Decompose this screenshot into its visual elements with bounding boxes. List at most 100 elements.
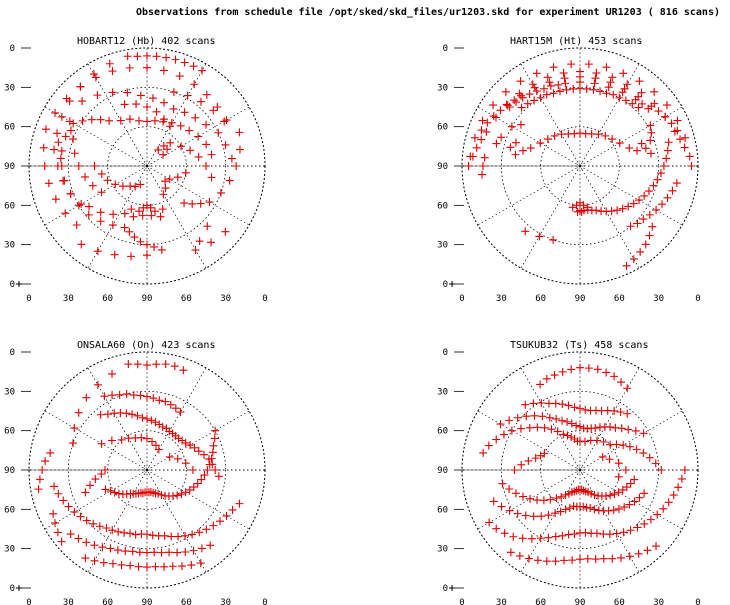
observation-marker — [507, 122, 516, 131]
observation-marker — [563, 417, 572, 426]
observation-marker — [70, 424, 79, 433]
observation-marker — [93, 247, 102, 256]
observation-marker — [562, 85, 571, 94]
observation-marker — [194, 132, 203, 141]
observation-marker — [114, 489, 123, 498]
observation-marker — [669, 491, 678, 500]
observation-marker — [191, 246, 200, 255]
observation-marker — [576, 555, 584, 564]
observation-marker — [478, 162, 487, 170]
observation-marker — [539, 496, 548, 505]
observation-marker — [227, 154, 236, 163]
observation-marker — [626, 526, 635, 535]
sky-plot-onsala60: 0 30 60 90 60 30 0 0 30 60 90 60 30 0 ONSALA60 (On) 42… — [4, 340, 268, 605]
azimuth-spoke — [477, 165, 581, 226]
observation-marker — [593, 365, 602, 374]
y-tick-label: 90 — [4, 162, 15, 172]
observation-marker — [181, 168, 190, 177]
observation-marker — [152, 360, 161, 369]
observation-marker — [129, 391, 138, 400]
observation-marker — [680, 466, 689, 474]
observation-marker — [191, 113, 200, 122]
observation-marker — [143, 63, 151, 72]
observation-marker — [546, 81, 555, 90]
observation-marker — [594, 130, 603, 139]
observation-marker — [497, 502, 506, 511]
observation-marker — [131, 182, 140, 191]
observation-marker — [472, 143, 481, 152]
observation-marker — [516, 424, 525, 433]
observation-marker — [105, 116, 114, 125]
observation-marker — [511, 489, 520, 498]
y-tick-label: 60 — [437, 505, 448, 515]
azimuth-spoke — [87, 165, 148, 269]
observation-marker — [120, 223, 129, 232]
observation-marker — [108, 391, 117, 400]
observation-marker — [125, 227, 134, 236]
observation-marker — [647, 128, 656, 137]
observation-marker — [676, 135, 685, 144]
observation-marker — [116, 116, 125, 125]
observation-marker — [77, 240, 86, 249]
observation-marker — [197, 475, 206, 484]
observation-marker — [592, 529, 601, 538]
observation-marker — [34, 485, 43, 494]
elevation-ring — [461, 351, 699, 589]
observation-marker — [161, 184, 170, 193]
observation-marker — [558, 416, 567, 425]
observation-marker — [168, 562, 177, 571]
observation-marker — [195, 237, 204, 246]
observation-marker — [623, 80, 632, 89]
observation-marker — [525, 423, 534, 432]
observation-marker — [653, 175, 662, 184]
observation-marker — [72, 220, 81, 229]
observation-marker — [235, 128, 244, 137]
observation-marker — [39, 143, 48, 152]
observation-marker — [640, 489, 649, 498]
observation-marker — [159, 141, 168, 150]
observation-marker — [74, 201, 83, 210]
observation-marker — [637, 88, 646, 97]
observation-marker — [152, 107, 161, 116]
observation-marker — [544, 399, 553, 408]
observation-marker — [632, 146, 641, 155]
observation-marker — [557, 492, 566, 501]
x-tick-label: 0 — [262, 294, 267, 304]
observation-marker — [644, 187, 653, 196]
observation-marker — [491, 113, 500, 122]
observation-marker — [657, 466, 666, 474]
panel-title: HOBART12 (Hb) 402 scans — [77, 36, 215, 47]
observation-marker — [148, 531, 157, 540]
observation-marker — [41, 125, 50, 134]
observation-marker — [519, 146, 528, 155]
observation-marker — [630, 497, 639, 506]
observation-marker — [592, 69, 601, 78]
observation-marker — [560, 556, 569, 565]
observation-marker — [610, 372, 619, 381]
observation-marker — [619, 441, 628, 450]
observation-marker — [143, 240, 151, 249]
observation-marker — [76, 512, 85, 521]
observation-marker — [81, 488, 90, 497]
observation-marker — [109, 210, 118, 219]
observation-marker — [159, 150, 168, 159]
observation-marker — [44, 179, 53, 188]
observation-marker — [205, 460, 214, 469]
panel-title: ONSALA60 (On) 423 scans — [77, 340, 215, 351]
observation-marker — [155, 396, 164, 405]
observation-marker — [160, 115, 169, 124]
observation-marker — [159, 190, 168, 199]
observation-marker — [522, 412, 531, 421]
observation-marker — [162, 53, 171, 62]
observation-marker — [492, 139, 501, 148]
observation-marker — [156, 212, 165, 221]
observation-marker — [606, 78, 615, 87]
y-tick-label: 30 — [4, 545, 15, 555]
observation-marker — [185, 126, 194, 135]
observation-marker — [171, 404, 180, 413]
observation-marker — [587, 129, 596, 138]
observation-marker — [138, 211, 147, 220]
panel-title: TSUKUB32 (Ts) 458 scans — [510, 340, 648, 351]
observation-marker — [620, 503, 629, 512]
